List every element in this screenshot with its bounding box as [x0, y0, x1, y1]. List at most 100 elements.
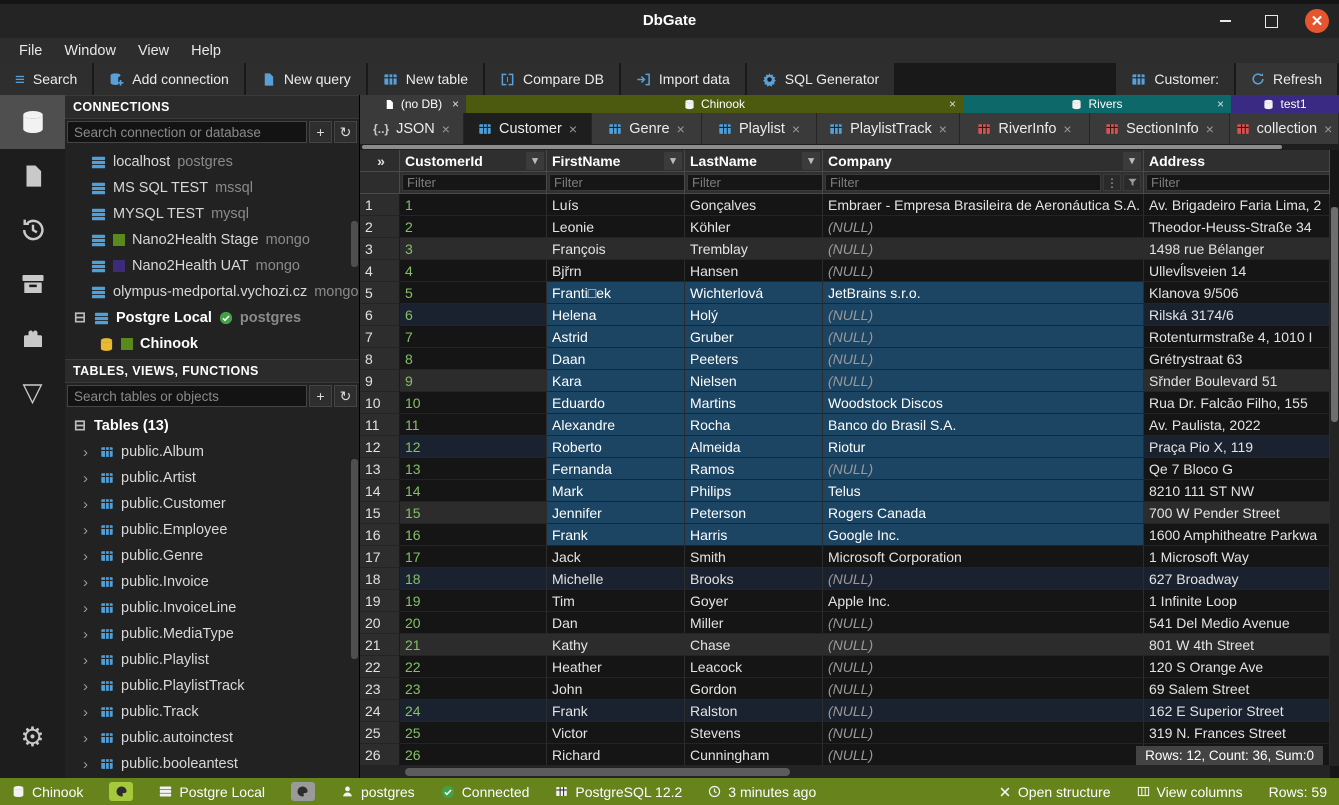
- tables-group[interactable]: ⊟ Tables (13): [65, 413, 359, 439]
- cell-firstname[interactable]: Frank: [547, 524, 685, 546]
- cell-company[interactable]: (NULL): [823, 568, 1144, 590]
- close-tab-icon[interactable]: ×: [441, 120, 450, 137]
- cell-lastname[interactable]: Cunningham: [685, 744, 823, 766]
- row-number[interactable]: 8: [360, 348, 400, 370]
- expand-chevron-icon[interactable]: ›: [83, 443, 88, 461]
- cell-address[interactable]: 8210 111 ST NW: [1144, 480, 1330, 502]
- row-number[interactable]: 11: [360, 414, 400, 436]
- table-item-public-album[interactable]: › public.Album: [65, 439, 359, 465]
- tables-scrollbar[interactable]: [351, 459, 358, 659]
- tab-group-test1[interactable]: test1: [1231, 95, 1339, 113]
- close-group-icon[interactable]: ×: [1216, 97, 1224, 111]
- cell-customerid[interactable]: 21: [400, 634, 547, 656]
- table-item-public-artist[interactable]: › public.Artist: [65, 465, 359, 491]
- row-number[interactable]: 24: [360, 700, 400, 722]
- row-number[interactable]: 15: [360, 502, 400, 524]
- connection-item-mysql-test[interactable]: MYSQL TEST mysql: [65, 201, 359, 227]
- cell-customerid[interactable]: 9: [400, 370, 547, 392]
- cell-address[interactable]: 1600 Amphitheatre Parkwa: [1144, 524, 1330, 546]
- cell-address[interactable]: Praça Pio X, 119: [1144, 436, 1330, 458]
- cell-address[interactable]: Qe 7 Bloco G: [1144, 458, 1330, 480]
- connection-item-ms-sql-test[interactable]: MS SQL TEST mssql: [65, 175, 359, 201]
- cell-address[interactable]: 1 Infinite Loop: [1144, 590, 1330, 612]
- cell-firstname[interactable]: Richard: [547, 744, 685, 766]
- cell-lastname[interactable]: Gonçalves: [685, 194, 823, 216]
- grid-vertical-scrollbar[interactable]: [1330, 207, 1339, 766]
- row-number[interactable]: 26: [360, 744, 400, 766]
- cell-customerid[interactable]: 13: [400, 458, 547, 480]
- cell-address[interactable]: Av. Brigadeiro Faria Lima, 2: [1144, 194, 1330, 216]
- expand-chevron-icon[interactable]: ›: [83, 495, 88, 513]
- cell-customerid[interactable]: 18: [400, 568, 547, 590]
- filter-menu-button[interactable]: ⋮: [1103, 174, 1121, 191]
- cell-customerid[interactable]: 11: [400, 414, 547, 436]
- toolbar-refresh-button[interactable]: Refresh: [1235, 63, 1337, 95]
- cell-lastname[interactable]: Hansen: [685, 260, 823, 282]
- cell-firstname[interactable]: Alexandre: [547, 414, 685, 436]
- cell-firstname[interactable]: Helena: [547, 304, 685, 326]
- cell-lastname[interactable]: Tremblay: [685, 238, 823, 260]
- row-number[interactable]: 21: [360, 634, 400, 656]
- refresh-tables-button[interactable]: ↻: [334, 385, 357, 407]
- cell-address[interactable]: Sřnder Boulevard 51: [1144, 370, 1330, 392]
- cell-firstname[interactable]: Eduardo: [547, 392, 685, 414]
- tab-group--no-db-[interactable]: (no DB) ×: [360, 95, 466, 113]
- row-number[interactable]: 17: [360, 546, 400, 568]
- connection-item-olympus-medportal-vychozi-cz[interactable]: olympus-medportal.vychozi.cz mongo: [65, 279, 359, 305]
- cell-company[interactable]: JetBrains s.r.o.: [823, 282, 1144, 304]
- collapse-icon[interactable]: ⊟: [73, 418, 87, 434]
- cell-lastname[interactable]: Philips: [685, 480, 823, 502]
- cell-lastname[interactable]: Ralston: [685, 700, 823, 722]
- cell-customerid[interactable]: 5: [400, 282, 547, 304]
- cell-lastname[interactable]: Miller: [685, 612, 823, 634]
- cell-customerid[interactable]: 16: [400, 524, 547, 546]
- column-header-firstname[interactable]: FirstName ▾: [547, 150, 685, 172]
- rail-filter-triangle-button[interactable]: ▽: [0, 365, 65, 419]
- expand-chevron-icon[interactable]: ›: [83, 729, 88, 747]
- tab-genre[interactable]: Genre ×: [592, 113, 702, 144]
- cell-firstname[interactable]: Jack: [547, 546, 685, 568]
- cell-customerid[interactable]: 14: [400, 480, 547, 502]
- close-group-icon[interactable]: ×: [948, 97, 956, 111]
- cell-company[interactable]: Telus: [823, 480, 1144, 502]
- cell-firstname[interactable]: Jennifer: [547, 502, 685, 524]
- menu-file[interactable]: File: [19, 42, 43, 59]
- expand-chevron-icon[interactable]: ›: [83, 599, 88, 617]
- column-menu-chevron-icon[interactable]: ▾: [802, 151, 820, 170]
- cell-company[interactable]: (NULL): [823, 260, 1144, 282]
- menu-help[interactable]: Help: [191, 42, 221, 59]
- cell-lastname[interactable]: Goyer: [685, 590, 823, 612]
- column-menu-chevron-icon[interactable]: ▾: [526, 151, 544, 170]
- cell-customerid[interactable]: 4: [400, 260, 547, 282]
- table-item-public-invoiceline[interactable]: › public.InvoiceLine: [65, 595, 359, 621]
- tab-group-rivers[interactable]: Rivers ×: [963, 95, 1231, 113]
- row-number[interactable]: 7: [360, 326, 400, 348]
- cell-lastname[interactable]: Nielsen: [685, 370, 823, 392]
- toolbar-add-connection-button[interactable]: Add connection: [94, 63, 244, 95]
- toolbar-import-data-button[interactable]: Import data: [620, 63, 745, 95]
- cell-firstname[interactable]: Astrid: [547, 326, 685, 348]
- toolbar-compare-db-button[interactable]: Compare DB: [485, 63, 619, 95]
- cell-address[interactable]: Theodor-Heuss-Straße 34: [1144, 216, 1330, 238]
- filter-input-firstname[interactable]: [549, 174, 684, 191]
- column-header-lastname[interactable]: LastName ▾: [685, 150, 823, 172]
- cell-customerid[interactable]: 20: [400, 612, 547, 634]
- tab-scrollbar[interactable]: [360, 144, 1339, 150]
- cell-address[interactable]: Rilská 3174/6: [1144, 304, 1330, 326]
- row-number[interactable]: 14: [360, 480, 400, 502]
- close-button[interactable]: ✕: [1305, 9, 1329, 33]
- expand-all-columns-button[interactable]: »: [360, 150, 400, 172]
- cell-address[interactable]: 1498 rue Bélanger: [1144, 238, 1330, 260]
- table-item-public-autoinctest[interactable]: › public.autoinctest: [65, 725, 359, 751]
- row-number[interactable]: 18: [360, 568, 400, 590]
- cell-address[interactable]: 69 Salem Street: [1144, 678, 1330, 700]
- cell-lastname[interactable]: Chase: [685, 634, 823, 656]
- cell-lastname[interactable]: Wichterlová: [685, 282, 823, 304]
- toolbar-sql-generator-button[interactable]: SQL Generator: [746, 63, 895, 95]
- row-number[interactable]: 6: [360, 304, 400, 326]
- menu-window[interactable]: Window: [64, 42, 116, 59]
- cell-lastname[interactable]: Martins: [685, 392, 823, 414]
- connection-color-badge[interactable]: [290, 782, 315, 801]
- cell-address[interactable]: 1 Microsoft Way: [1144, 546, 1330, 568]
- close-tab-icon[interactable]: ×: [791, 120, 801, 137]
